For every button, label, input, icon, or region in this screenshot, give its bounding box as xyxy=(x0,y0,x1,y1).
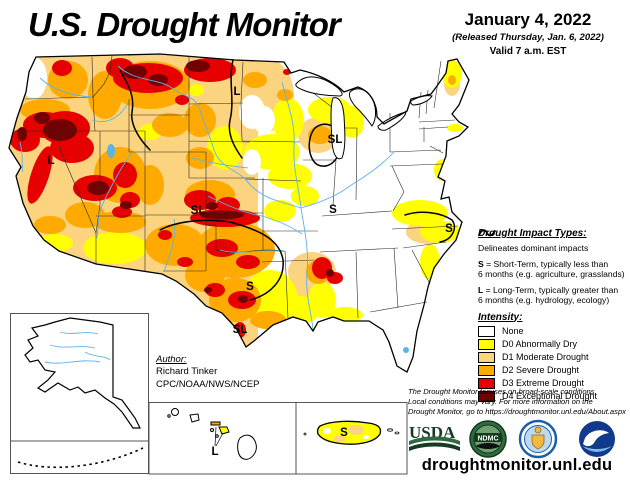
impact-label-missouri: S xyxy=(329,204,337,216)
impact-label-hawaii: L xyxy=(211,446,219,458)
lanai xyxy=(210,428,214,432)
noaa-logo xyxy=(579,421,615,457)
molokai xyxy=(210,421,221,426)
impact-label-nevada: L xyxy=(47,155,55,167)
author-name: Richard Tinker xyxy=(156,366,218,378)
legend-item-d0: D0 Abnormally Dry xyxy=(478,339,628,351)
author-block: Author: Richard Tinker CPC/NOAA/NWS/NCEP xyxy=(156,354,259,391)
impact-label-minnesota: L xyxy=(233,86,241,98)
long-term-definition: L = Long-Term, typically greater than 6 … xyxy=(478,285,619,306)
swatch-d1 xyxy=(478,352,495,364)
swatch-none xyxy=(478,326,495,338)
short-term-definition: S = Short-Term, typically less than 6 mo… xyxy=(478,258,625,280)
ndmc-logo: NDMC xyxy=(469,420,507,458)
delineates-text: Delineates dominant impacts xyxy=(478,242,589,253)
maui xyxy=(218,426,230,435)
doc-logo xyxy=(518,419,558,459)
page-title: U.S. Drought Monitor xyxy=(28,6,341,43)
svg-text:NDMC: NDMC xyxy=(478,436,499,443)
legend-item-d2: D2 Severe Drought xyxy=(478,365,628,377)
puerto-rico-inset xyxy=(295,402,408,475)
kauai xyxy=(171,408,179,416)
impact-label-texas: S xyxy=(246,281,254,293)
alaska-rivers xyxy=(44,331,111,364)
conus-outline xyxy=(8,53,470,373)
swatch-d3 xyxy=(478,378,495,390)
intensity-heading: Intensity: xyxy=(478,311,523,323)
swatch-d0 xyxy=(478,339,495,351)
lake-okeechobee xyxy=(403,347,409,353)
release-date: (Released Thursday, Jan. 6, 2022) xyxy=(452,32,604,43)
legend-item-d4: D4 Exceptional Drought xyxy=(478,391,628,403)
date-block: January 4, 2022 (Released Thursday, Jan.… xyxy=(430,10,626,57)
impact-types-heading: Drought Impact Types: xyxy=(478,228,587,239)
usda-logo: USDA xyxy=(409,423,460,451)
swatch-d4 xyxy=(478,391,495,403)
niihau xyxy=(167,414,171,418)
author-heading: Author: xyxy=(156,354,187,365)
great-salt-lake xyxy=(107,144,115,158)
legend-item-d3: D3 Extreme Drought xyxy=(478,378,628,390)
hawaii-inset xyxy=(148,402,297,475)
rivers xyxy=(19,65,409,353)
hawaii-label-pointers xyxy=(214,426,224,447)
hawaii-island xyxy=(237,434,257,460)
oahu xyxy=(189,413,200,423)
author-org: CPC/NOAA/NWS/NCEP xyxy=(156,378,260,390)
legend-item-none: None xyxy=(478,326,628,338)
impact-label-puerto-rico: S xyxy=(340,427,348,439)
alaska-outline xyxy=(24,317,141,429)
impact-label-wisconsin: SL xyxy=(327,134,343,146)
impact-label-kansas: SL xyxy=(190,205,206,217)
pr-minor-islands xyxy=(303,428,400,436)
site-url: droughtmonitor.unl.edu xyxy=(421,456,613,474)
impact-label-carolina: S xyxy=(445,223,453,235)
disclaimer-text: The Drought Monitor focuses on broad-sca… xyxy=(408,387,626,416)
impact-label-south-texas: SL xyxy=(232,324,248,336)
swatch-d2 xyxy=(478,365,495,377)
alaska-inset xyxy=(10,313,149,474)
legend-item-d1: D1 Moderate Drought xyxy=(478,352,628,364)
impact-boundary-icon xyxy=(478,229,496,237)
map-date: January 4, 2022 xyxy=(464,10,592,29)
legend-panel: Drought Impact Types: Delineates dominan… xyxy=(478,228,628,404)
kahoolawe xyxy=(215,434,219,438)
valid-time: Valid 7 a.m. EST xyxy=(489,46,567,57)
impact-boundaries xyxy=(119,59,456,301)
